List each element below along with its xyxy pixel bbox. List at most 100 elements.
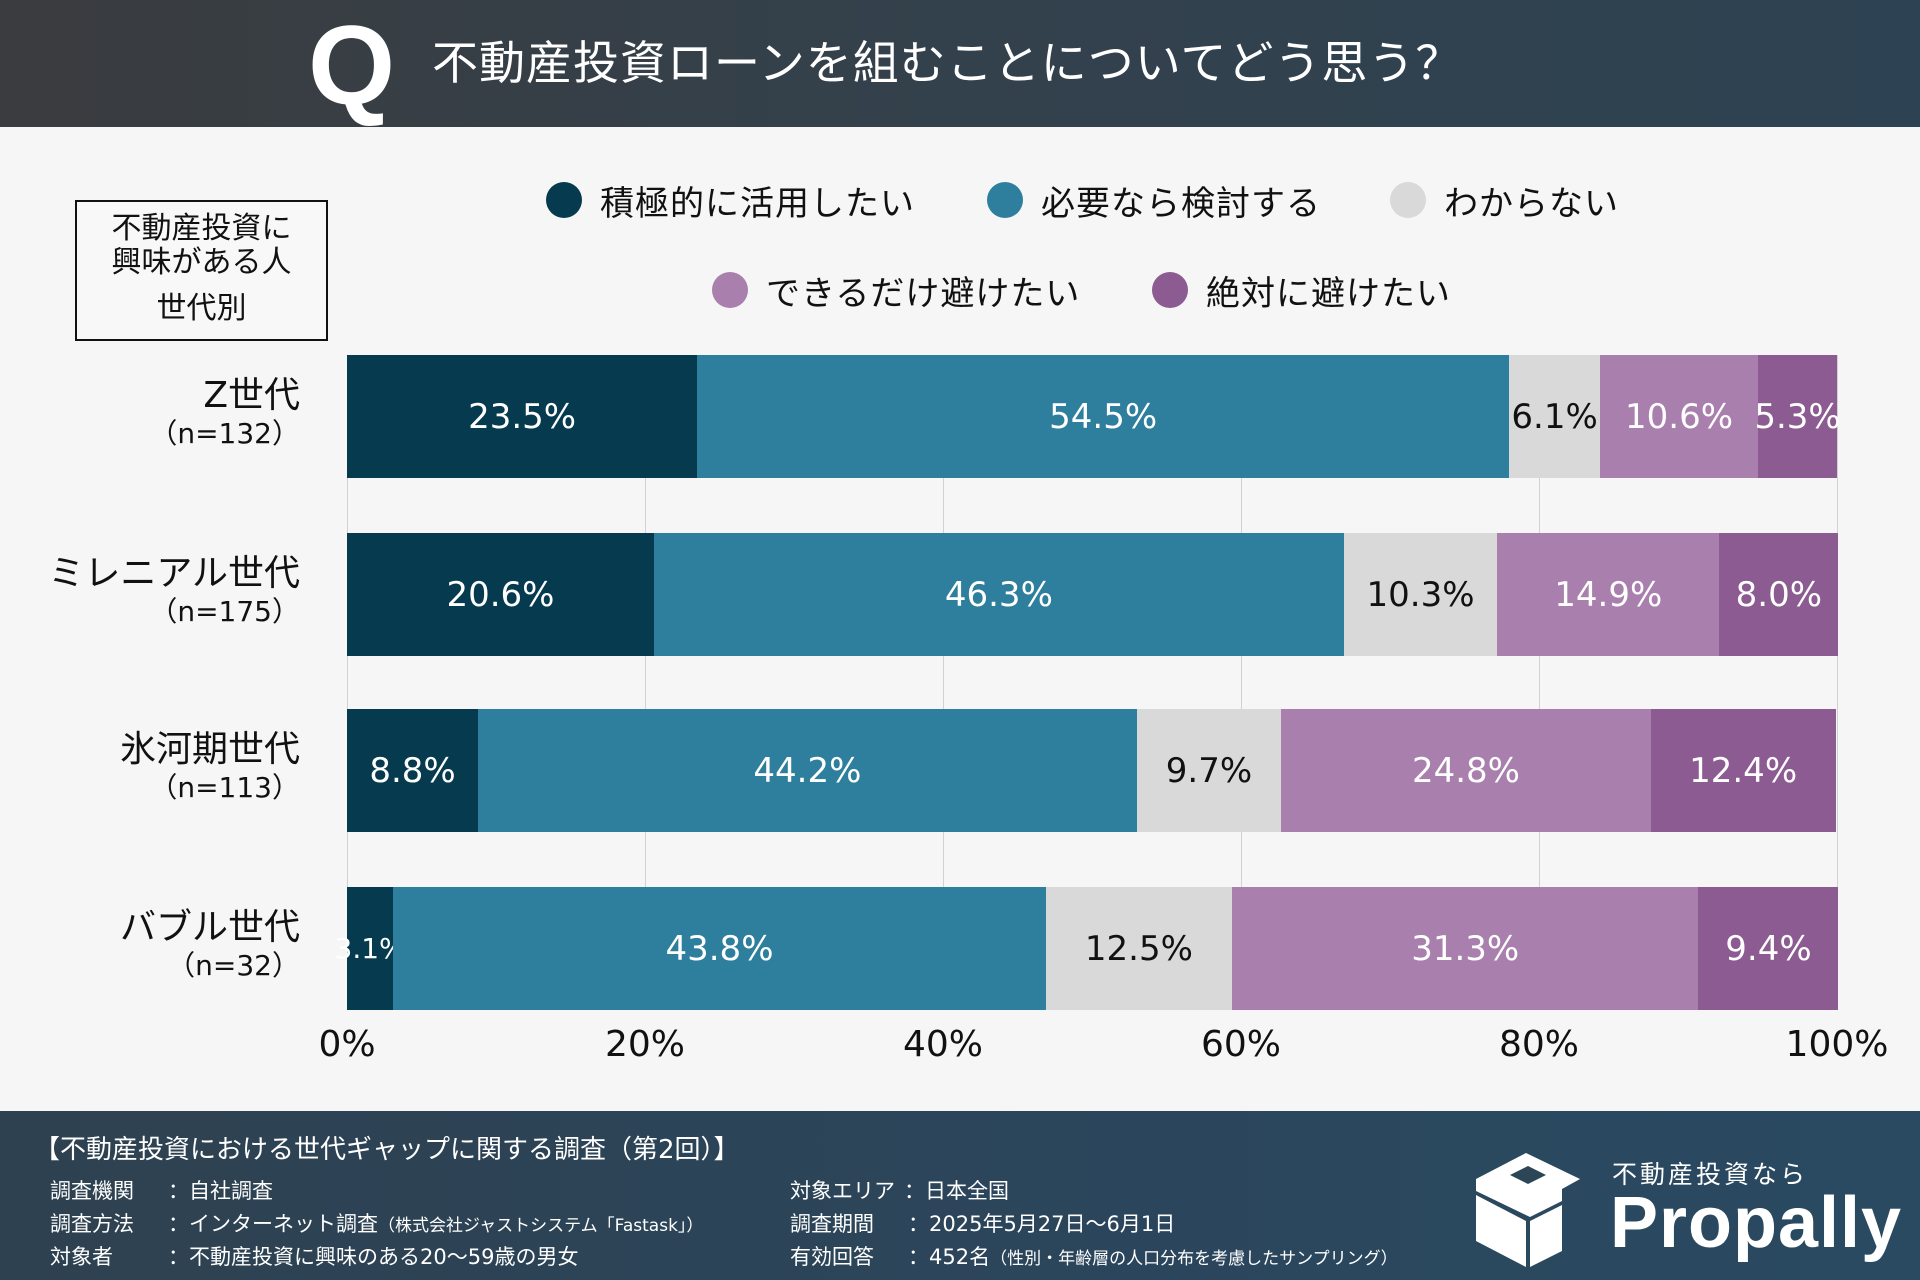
- footer-note: （性別・年齢層の人口分布を考慮したサンプリング）: [990, 1249, 1398, 1269]
- gridline-60: [1241, 355, 1242, 1010]
- bar-segment: 8.8%: [347, 709, 479, 832]
- legend-label: 積極的に活用したい: [600, 183, 915, 224]
- footer-value: ：不動産投資に興味のある20～59歳の男女: [168, 1245, 579, 1269]
- footer-row-period: 調査期間 ：2025年5月27日～6月1日: [790, 1208, 1175, 1238]
- legend-label: わからない: [1444, 183, 1619, 224]
- bar-segment: 54.5%: [697, 355, 1510, 478]
- legend-item-5: 絶対に避けたい: [1152, 270, 1451, 314]
- bar-segment: 9.4%: [1698, 887, 1839, 1010]
- legend-dot-icon: [1152, 272, 1188, 308]
- footer-value: ：インターネット調査: [168, 1212, 378, 1236]
- bar-segment: 23.5%: [347, 355, 698, 478]
- footer-row-organization: 調査機関 ：自社調査: [50, 1175, 273, 1205]
- data-label: 9.4%: [1725, 928, 1812, 969]
- footer-key: 調査期間: [790, 1212, 874, 1236]
- propally-logo-icon: [1476, 1153, 1580, 1267]
- footer-note: （株式会社ジャストシステム「Fastask」）: [378, 1216, 704, 1236]
- footer-key: 調査機関: [50, 1179, 134, 1203]
- legend-label: 絶対に避けたい: [1206, 273, 1451, 314]
- footer-key: 調査方法: [50, 1212, 134, 1236]
- legend-item-1: 積極的に活用したい: [546, 180, 915, 224]
- category-sample-size: （n=175）: [149, 595, 300, 628]
- data-label: 5.3%: [1754, 396, 1841, 437]
- data-label: 24.8%: [1411, 750, 1520, 791]
- bar-segment: 6.1%: [1509, 355, 1601, 478]
- x-tick-label: 80%: [1498, 1024, 1580, 1065]
- category-sample-size: （n=132）: [149, 417, 300, 450]
- x-tick-label: 0%: [318, 1024, 376, 1065]
- footer-value: ：2025年5月27日～6月1日: [908, 1212, 1176, 1236]
- footer-row-responses: 有効回答 ：452名 （性別・年齢層の人口分布を考慮したサンプリング）: [790, 1241, 1398, 1271]
- category-name: バブル世代: [119, 907, 300, 948]
- data-label: 10.6%: [1625, 396, 1734, 437]
- data-label: 12.4%: [1689, 750, 1798, 791]
- gridline-0: [347, 355, 348, 1010]
- data-label: 46.3%: [944, 574, 1053, 615]
- data-label: 23.5%: [468, 396, 577, 437]
- footer-row-method: 調査方法 ：インターネット調査 （株式会社ジャストシステム「Fastask」）: [50, 1208, 703, 1238]
- category-box: 不動産投資に 興味がある人 世代別: [75, 200, 328, 341]
- category-label: バブル世代 （n=32）: [120, 907, 300, 983]
- footer-row-target: 対象者 ：不動産投資に興味のある20～59歳の男女: [50, 1241, 578, 1271]
- bar-segment: 10.6%: [1600, 355, 1759, 478]
- bar-segment: 12.5%: [1045, 887, 1233, 1010]
- data-label: 44.2%: [753, 750, 862, 791]
- bar-segment: 8.0%: [1719, 533, 1839, 656]
- header-bar: Q 不動産投資ローンを組むことについてどう思う？: [0, 0, 1920, 127]
- data-label: 9.7%: [1165, 750, 1253, 791]
- category-box-line1: 不動産投資に: [111, 211, 292, 246]
- legend-dot-icon: [987, 182, 1023, 218]
- bar-segment: 9.7%: [1136, 709, 1282, 832]
- bar-segment: 24.8%: [1281, 709, 1651, 832]
- footer-value: ：自社調査: [168, 1179, 273, 1203]
- data-label: 8.0%: [1735, 574, 1823, 615]
- category-label: 氷河期世代 （n=113）: [120, 729, 300, 805]
- page-title: 不動産投資ローンを組むことについてどう思う？: [432, 36, 1463, 90]
- footer-key: 対象者: [50, 1245, 113, 1269]
- bar-segment: 44.2%: [478, 709, 1137, 832]
- data-label: 8.8%: [369, 750, 456, 791]
- x-tick-label: 60%: [1200, 1024, 1282, 1065]
- data-label: 54.5%: [1049, 396, 1158, 437]
- legend-item-2: 必要なら検討する: [987, 180, 1321, 224]
- x-tick-label: 40%: [902, 1024, 984, 1065]
- data-label: 31.3%: [1411, 928, 1520, 969]
- bar-segment: 12.4%: [1650, 709, 1836, 832]
- legend-dot-icon: [712, 272, 748, 308]
- footer-key: 対象エリア: [790, 1179, 895, 1203]
- data-label: 20.6%: [446, 574, 555, 615]
- q-mark: Q: [308, 3, 396, 128]
- data-label: 12.5%: [1084, 928, 1193, 969]
- legend-dot-icon: [546, 182, 582, 218]
- footer-key: 有効回答: [790, 1245, 874, 1269]
- bar-segment: 14.9%: [1497, 533, 1720, 656]
- bar-segment: 31.3%: [1232, 887, 1699, 1010]
- category-box-line2: 興味がある人: [111, 245, 292, 280]
- bar-segment: 3.1%: [335, 887, 406, 1010]
- bar-segment: 46.3%: [653, 533, 1344, 656]
- data-label: 10.3%: [1366, 574, 1475, 615]
- bar-segment: 10.3%: [1343, 533, 1498, 656]
- footer-value: ：日本全国: [904, 1179, 1009, 1203]
- category-name: 氷河期世代: [119, 729, 300, 770]
- x-tick-label: 20%: [604, 1024, 686, 1065]
- category-box-line3: 世代別: [156, 291, 247, 326]
- gridline-100: [1837, 355, 1838, 1010]
- x-tick-label: 100%: [1785, 1024, 1889, 1065]
- legend-item-3: わからない: [1390, 180, 1619, 224]
- legend-label: 必要なら検討する: [1041, 183, 1321, 224]
- legend-item-4: できるだけ避けたい: [712, 270, 1080, 314]
- category-name: ミレニアル世代: [48, 553, 300, 594]
- gridline-20: [645, 355, 646, 1010]
- bar-segment: 5.3%: [1754, 355, 1841, 478]
- category-sample-size: （n=32）: [167, 949, 300, 982]
- category-name: Z世代: [203, 375, 300, 416]
- logo-name: Propally: [1610, 1183, 1903, 1263]
- bar-segment: 20.6%: [347, 533, 654, 656]
- data-label: 43.8%: [665, 928, 774, 969]
- footer: 【不動産投資における世代ギャップに関する調査（第2回）】 調査機関 ：自社調査 …: [0, 1111, 1920, 1280]
- data-label: 14.9%: [1554, 574, 1663, 615]
- gridline-40: [943, 355, 944, 1010]
- survey-title: 【不動産投資における世代ギャップに関する調査（第2回）】: [34, 1135, 740, 1165]
- footer-row-area: 対象エリア ：日本全国: [790, 1175, 1009, 1205]
